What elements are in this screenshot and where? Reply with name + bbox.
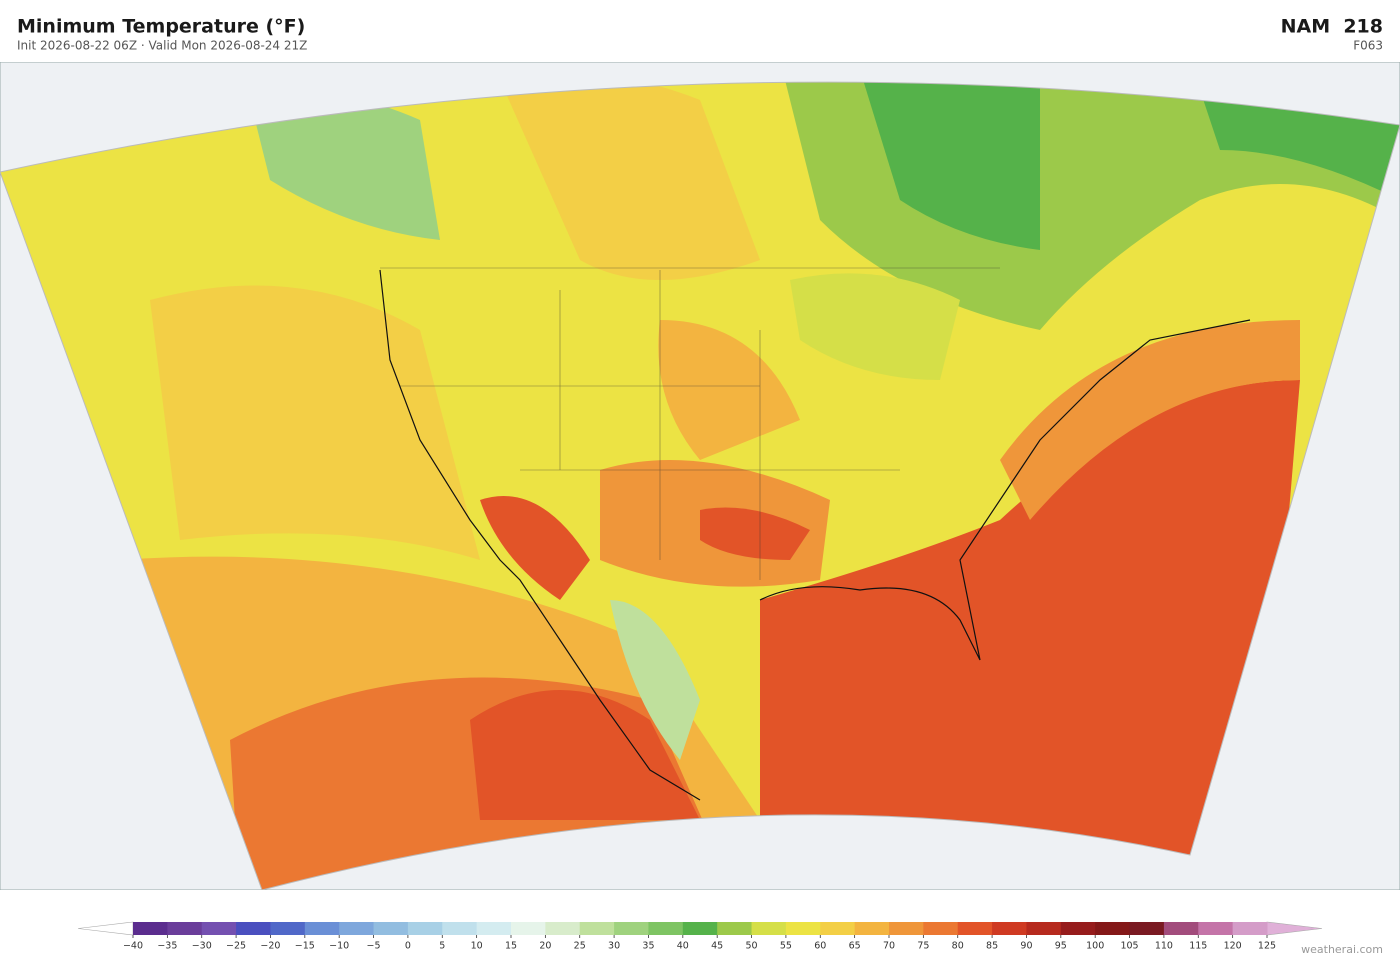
color-bin <box>201 922 237 935</box>
color-bin <box>1095 922 1131 935</box>
color-bin <box>1232 922 1268 935</box>
color-bin <box>236 922 271 935</box>
colorbar-tick-label: 75 <box>917 941 929 952</box>
color-bin <box>889 922 924 935</box>
color-bin <box>820 922 856 935</box>
color-bin <box>579 922 615 935</box>
colorbar-tick-label: 55 <box>780 941 792 952</box>
colorbar-tick-label: −25 <box>226 941 246 952</box>
watermark: weatherai.com <box>1301 943 1383 956</box>
color-bin <box>167 922 203 935</box>
color-bin <box>751 922 787 935</box>
colorbar-tick-label: −5 <box>367 941 381 952</box>
colorbar-tick-label: 70 <box>883 941 895 952</box>
colorbar-over <box>1266 921 1323 936</box>
colorbar-tick-label: 85 <box>986 941 998 952</box>
colorbar-tick-label: 65 <box>849 941 861 952</box>
colorbar-tick-label: 45 <box>711 941 723 952</box>
colorbar-tick-label: 50 <box>745 941 757 952</box>
color-bin <box>957 922 993 935</box>
colorbar-tick-label: 10 <box>471 941 483 952</box>
colorbar-under <box>77 921 134 936</box>
colorbar-tick-label: 125 <box>1258 941 1276 952</box>
color-bin <box>304 922 340 935</box>
colorbar-tick-label: 15 <box>505 941 517 952</box>
colorbar-tick-label: 20 <box>539 941 551 952</box>
color-bin <box>339 922 375 935</box>
color-bin <box>1026 922 1062 935</box>
color-bin <box>1198 922 1234 935</box>
color-bin <box>648 922 684 935</box>
color-bin <box>407 922 443 935</box>
model-name: NAM 218 <box>1281 16 1383 38</box>
color-bin <box>785 922 821 935</box>
color-bin <box>614 922 649 935</box>
colorbar-tick-label: 115 <box>1189 941 1207 952</box>
forecast-hour: F063 <box>1353 39 1383 53</box>
color-bin <box>923 922 959 935</box>
colorbar-tick-label: −40 <box>123 941 143 952</box>
colorbar-tick-label: 0 <box>405 941 411 952</box>
colorbar-tick-label: 30 <box>608 941 620 952</box>
colorbar-tick-label: 40 <box>677 941 689 952</box>
colorbar-tick-label: 105 <box>1120 941 1138 952</box>
coastline <box>379 269 1251 801</box>
colorbar-tick-label: 110 <box>1155 941 1173 952</box>
color-bin <box>476 922 512 935</box>
colorbar-tick-label: 120 <box>1224 941 1242 952</box>
colorbar-tick-label: −15 <box>295 941 315 952</box>
color-bin <box>545 922 581 935</box>
color-bin <box>511 922 546 935</box>
colorbar-tick-label: −20 <box>260 941 280 952</box>
colorbar-tick-label: 35 <box>642 941 654 952</box>
color-bin <box>133 922 168 935</box>
color-bin <box>270 922 306 935</box>
borders <box>380 267 1000 580</box>
colorbar-tick-label: 90 <box>1020 941 1032 952</box>
color-bin <box>1060 922 1096 935</box>
colorbar-tick-label: −35 <box>157 941 177 952</box>
colorbar-tick-label: 25 <box>574 941 586 952</box>
color-bin <box>373 922 409 935</box>
color-bin <box>854 922 890 935</box>
color-bin <box>1163 922 1199 935</box>
map-subtitle: Init 2026-08-22 06Z · Valid Mon 2026-08-… <box>17 39 307 53</box>
colorbar-tick-label: −10 <box>329 941 349 952</box>
colorbar-tick-label: 100 <box>1086 941 1104 952</box>
color-bin <box>442 922 478 935</box>
colorbar-tick-label: 95 <box>1055 941 1067 952</box>
colorbar-tick-label: 5 <box>439 941 445 952</box>
colorbar-tick-label: −30 <box>192 941 212 952</box>
colorbar-tick-label: 80 <box>952 941 964 952</box>
color-bin <box>992 922 1027 935</box>
colorbar-tick-label: 60 <box>814 941 826 952</box>
color-bin <box>717 922 753 935</box>
color-bin <box>1129 922 1165 935</box>
map-title: Minimum Temperature (°F) <box>17 16 305 38</box>
colorbar: −40 −35 −30 −25 −20 −15 −10 −5 0 5 10 15 20 25 30 35 40 4… <box>77 921 1323 952</box>
color-bin <box>682 922 718 935</box>
